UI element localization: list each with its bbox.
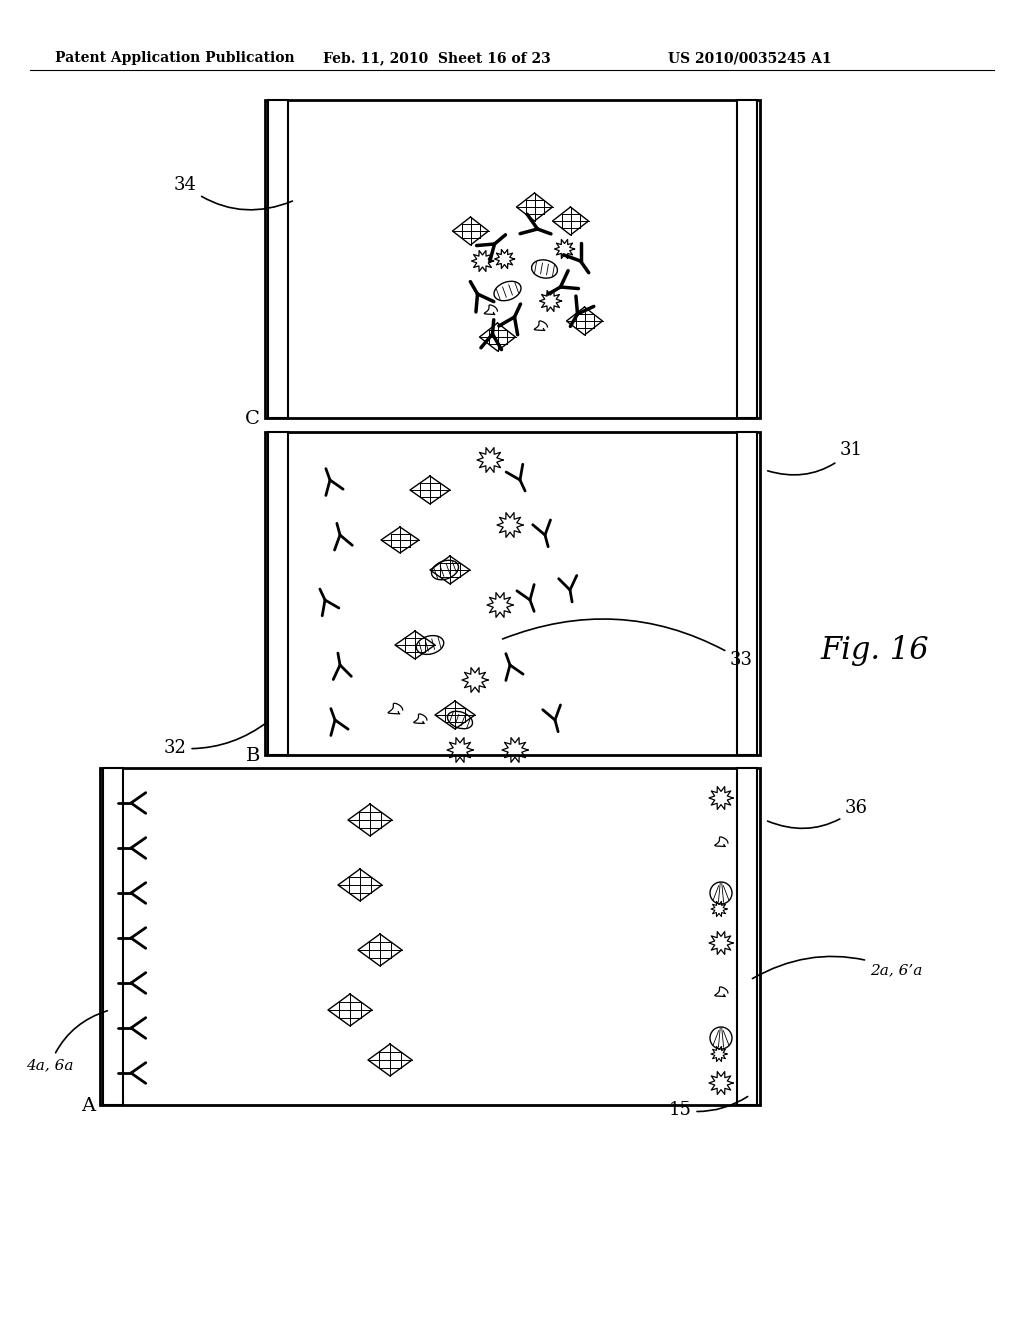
Text: US 2010/0035245 A1: US 2010/0035245 A1 <box>669 51 831 65</box>
Bar <box>268 100 288 418</box>
Text: 33: 33 <box>503 619 753 669</box>
Bar <box>737 100 757 418</box>
Text: A: A <box>81 1097 95 1115</box>
Text: 31: 31 <box>768 441 863 475</box>
Bar <box>737 432 757 755</box>
Bar <box>268 432 288 755</box>
Text: 36: 36 <box>768 799 868 829</box>
Text: Patent Application Publication: Patent Application Publication <box>55 51 295 65</box>
Text: 15: 15 <box>669 1097 748 1119</box>
Text: Fig. 16: Fig. 16 <box>820 635 929 665</box>
Bar <box>737 768 757 1105</box>
Text: 34: 34 <box>173 176 293 210</box>
Text: 2a, 6’a: 2a, 6’a <box>753 957 923 978</box>
Bar <box>103 768 123 1105</box>
Text: C: C <box>245 411 260 428</box>
Text: Feb. 11, 2010  Sheet 16 of 23: Feb. 11, 2010 Sheet 16 of 23 <box>324 51 551 65</box>
Text: 32: 32 <box>164 722 268 756</box>
Text: B: B <box>246 747 260 766</box>
Text: 4a, 6a: 4a, 6a <box>27 1011 108 1072</box>
